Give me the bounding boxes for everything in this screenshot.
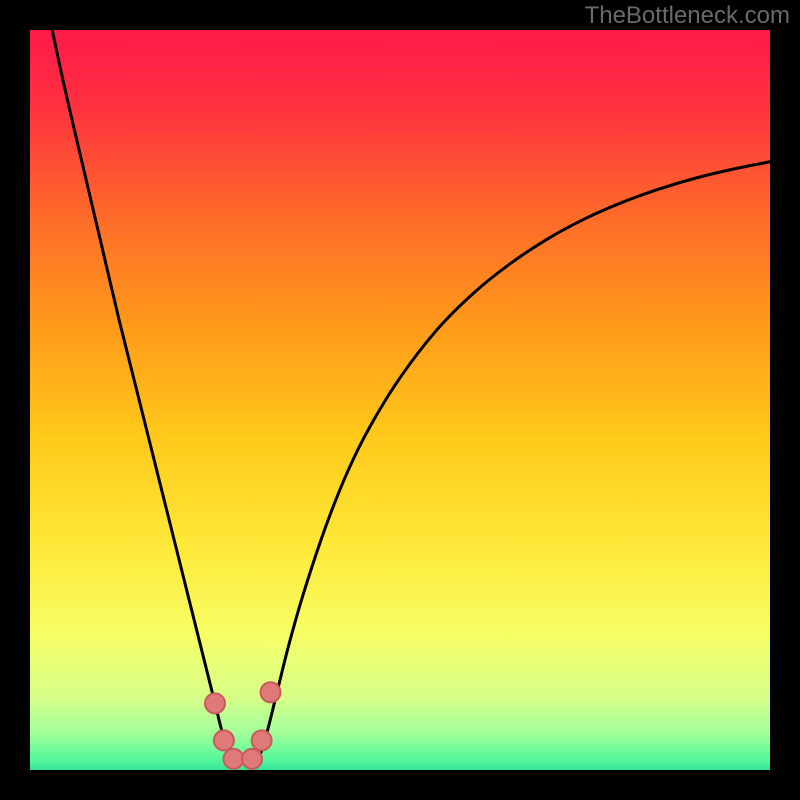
marker-dot: [205, 693, 225, 713]
marker-dot: [252, 730, 272, 750]
watermark-text: TheBottleneck.com: [585, 2, 790, 30]
marker-dot: [224, 749, 244, 769]
marker-dot: [242, 749, 262, 769]
plot-area: [30, 30, 770, 770]
marker-dot: [214, 730, 234, 750]
curve-layer: [30, 30, 770, 770]
marker-dot: [261, 682, 281, 702]
bottleneck-curve: [52, 30, 770, 762]
chart-canvas: TheBottleneck.com: [0, 0, 800, 800]
